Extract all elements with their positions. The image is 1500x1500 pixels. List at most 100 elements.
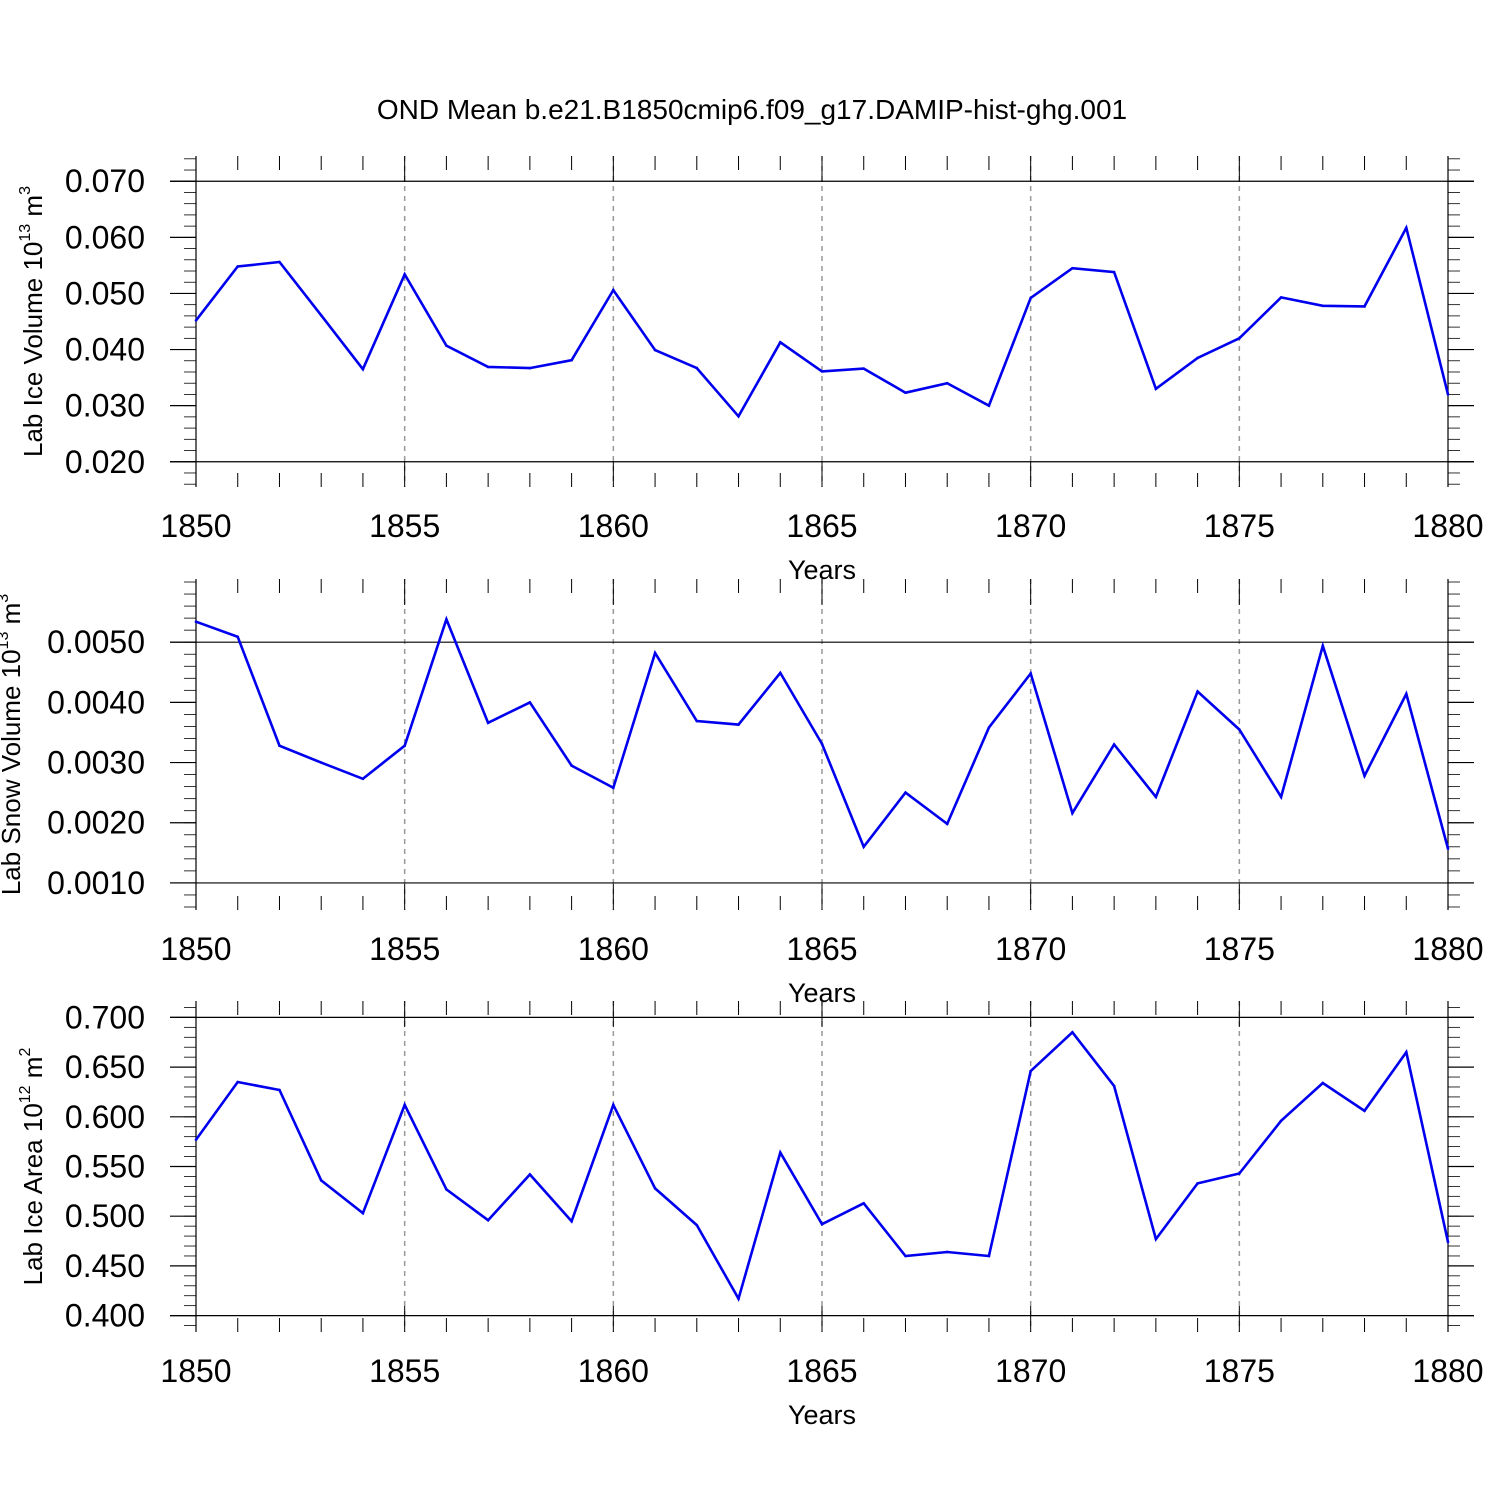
- y-tick-label: 0.500: [65, 1198, 145, 1234]
- data-point: [1238, 1172, 1241, 1175]
- data-point: [862, 845, 866, 849]
- data-point: [1071, 811, 1074, 815]
- x-tick-label: 1880: [1412, 508, 1483, 544]
- data-point: [1363, 1109, 1366, 1113]
- data-point: [612, 786, 615, 790]
- data-point: [194, 319, 198, 322]
- data-point: [653, 1187, 657, 1190]
- data-point: [1154, 795, 1158, 799]
- data-point: [1112, 270, 1116, 274]
- data-point: [1404, 1050, 1408, 1054]
- data-point: [820, 1222, 824, 1226]
- x-tick-label: 1860: [578, 931, 649, 967]
- data-point: [486, 1218, 490, 1222]
- data-point: [1196, 356, 1199, 360]
- data-point: [778, 671, 782, 675]
- x-tick-label: 1880: [1412, 1353, 1483, 1389]
- data-point: [319, 1179, 323, 1182]
- y-tick-label: 0.0030: [47, 745, 145, 781]
- data-point: [653, 651, 657, 655]
- data-point: [570, 358, 573, 362]
- data-point: [403, 273, 406, 276]
- data-point: [236, 265, 240, 268]
- data-point: [987, 1254, 991, 1258]
- data-point: [361, 1211, 365, 1215]
- data-point: [862, 1201, 866, 1205]
- y-tick-label: 0.700: [65, 999, 145, 1035]
- y-axis-label: Lab Ice Volume 1013 m3: [17, 186, 48, 457]
- data-point: [445, 344, 448, 347]
- x-tick-label: 1855: [369, 508, 440, 544]
- figure-title: OND Mean b.e21.B1850cmip6.f09_g17.DAMIP-…: [377, 94, 1127, 125]
- data-point: [445, 618, 448, 621]
- x-tick-label: 1875: [1204, 1353, 1275, 1389]
- data-point: [820, 370, 824, 373]
- data-point: [1071, 1031, 1074, 1034]
- y-axis-label-unit: m: [0, 603, 26, 632]
- data-point: [904, 791, 907, 794]
- y-tick-label: 0.550: [65, 1149, 145, 1185]
- data-point: [278, 260, 281, 264]
- data-point: [278, 1088, 281, 1092]
- x-tick-label: 1870: [995, 508, 1066, 544]
- data-point: [945, 1250, 949, 1254]
- data-point: [361, 777, 365, 781]
- y-axis-label-exponent: 13: [0, 632, 12, 650]
- data-point: [1321, 304, 1325, 308]
- data-point: [695, 719, 699, 723]
- x-tick-label: 1860: [578, 508, 649, 544]
- data-point: [570, 764, 573, 767]
- data-point: [862, 367, 866, 370]
- y-axis-label: Lab Snow Volume 1013 m3: [0, 594, 26, 895]
- data-point: [1446, 393, 1450, 396]
- data-point: [1196, 690, 1199, 693]
- x-tick-label: 1860: [578, 1353, 649, 1389]
- y-tick-label: 0.060: [65, 219, 145, 255]
- x-tick-label: 1875: [1204, 508, 1275, 544]
- data-point: [445, 1188, 448, 1191]
- y-tick-label: 0.070: [65, 163, 145, 199]
- data-point: [1279, 296, 1283, 299]
- x-tick-label: 1865: [786, 931, 857, 967]
- data-point: [1196, 1182, 1199, 1185]
- panel-lab-ice-volume: 0.020 0.030 0.040 0.050 0.060 0.070 1850 1855 18…: [17, 156, 1484, 585]
- data-point: [820, 742, 824, 746]
- data-point: [778, 340, 782, 344]
- x-tick-label: 1855: [369, 931, 440, 967]
- data-point: [1363, 774, 1366, 778]
- data-point: [1112, 1084, 1116, 1088]
- data-point: [486, 721, 490, 725]
- x-tick-label: 1850: [160, 931, 231, 967]
- x-tick-label: 1870: [995, 931, 1066, 967]
- data-point: [528, 701, 532, 704]
- data-point: [319, 314, 323, 317]
- data-point: [737, 1297, 740, 1301]
- y-tick-label: 0.040: [65, 332, 145, 368]
- data-point: [695, 366, 699, 370]
- data-point: [1321, 644, 1325, 648]
- x-tick-label: 1855: [369, 1353, 440, 1389]
- data-point: [361, 367, 365, 371]
- y-tick-label: 0.0040: [47, 684, 145, 720]
- y-axis-label-unit-exponent: 3: [0, 594, 12, 603]
- data-point: [1112, 743, 1116, 746]
- data-point: [904, 391, 907, 395]
- x-tick-label: 1870: [995, 1353, 1066, 1389]
- data-point: [737, 415, 740, 418]
- data-point: [1071, 266, 1074, 270]
- y-axis-label-unit-exponent: 3: [17, 186, 34, 195]
- data-point: [236, 1080, 240, 1084]
- data-point: [194, 1138, 198, 1141]
- data-point: [1363, 305, 1366, 308]
- data-point: [1238, 728, 1241, 731]
- data-point: [528, 1173, 532, 1176]
- data-point: [1029, 1069, 1032, 1073]
- y-tick-label: 0.450: [65, 1248, 145, 1284]
- data-point: [904, 1254, 907, 1258]
- x-tick-label: 1875: [1204, 931, 1275, 967]
- data-point: [945, 822, 949, 826]
- data-point: [1404, 226, 1408, 230]
- data-point: [653, 348, 657, 352]
- y-axis-label-unit-exponent: 2: [17, 1048, 34, 1057]
- data-point: [403, 1103, 406, 1107]
